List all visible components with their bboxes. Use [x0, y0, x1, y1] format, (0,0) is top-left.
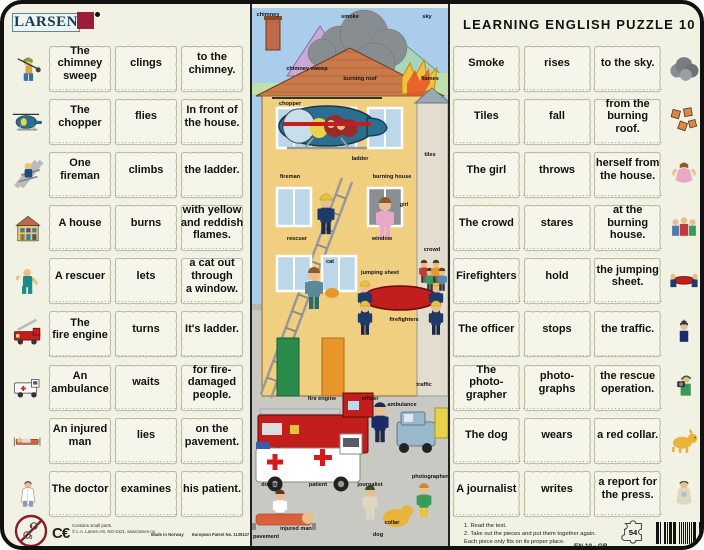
- svg-text:officer: officer: [361, 396, 379, 402]
- svg-text:pavement: pavement: [253, 534, 279, 540]
- svg-text:girl: girl: [400, 202, 409, 208]
- svg-text:collar: collar: [385, 520, 401, 526]
- svg-text:smoke: smoke: [341, 14, 359, 20]
- svg-text:window: window: [371, 236, 393, 242]
- svg-text:jumping sheet: jumping sheet: [360, 270, 399, 276]
- svg-text:flames: flames: [421, 76, 439, 82]
- svg-text:burning roof: burning roof: [343, 76, 376, 82]
- svg-text:doctor: doctor: [261, 482, 279, 488]
- svg-text:traffic: traffic: [416, 382, 432, 388]
- svg-text:chimney sweep: chimney sweep: [286, 66, 328, 72]
- svg-text:3: 3: [30, 535, 33, 541]
- svg-text:fire engine: fire engine: [308, 396, 336, 402]
- svg-text:ambulance: ambulance: [387, 402, 416, 408]
- svg-text:crowd: crowd: [424, 247, 441, 253]
- svg-text:sky: sky: [422, 14, 432, 20]
- svg-text:cat: cat: [326, 259, 334, 265]
- svg-text:0: 0: [30, 524, 33, 530]
- svg-text:dog: dog: [373, 532, 384, 538]
- svg-text:chopper: chopper: [279, 101, 302, 107]
- svg-text:injured man: injured man: [280, 526, 312, 532]
- svg-text:fireman: fireman: [280, 174, 301, 180]
- svg-text:firefighters: firefighters: [389, 317, 418, 323]
- svg-text:burning house: burning house: [373, 174, 412, 180]
- svg-text:chimney: chimney: [257, 12, 281, 18]
- svg-text:rescuer: rescuer: [287, 236, 308, 242]
- svg-text:patient: patient: [309, 482, 327, 488]
- svg-text:photographer: photographer: [412, 474, 448, 480]
- svg-text:54: 54: [629, 528, 638, 537]
- svg-text:tiles: tiles: [424, 152, 435, 158]
- svg-text:journalist: journalist: [356, 482, 382, 488]
- svg-text:ladder: ladder: [352, 156, 370, 162]
